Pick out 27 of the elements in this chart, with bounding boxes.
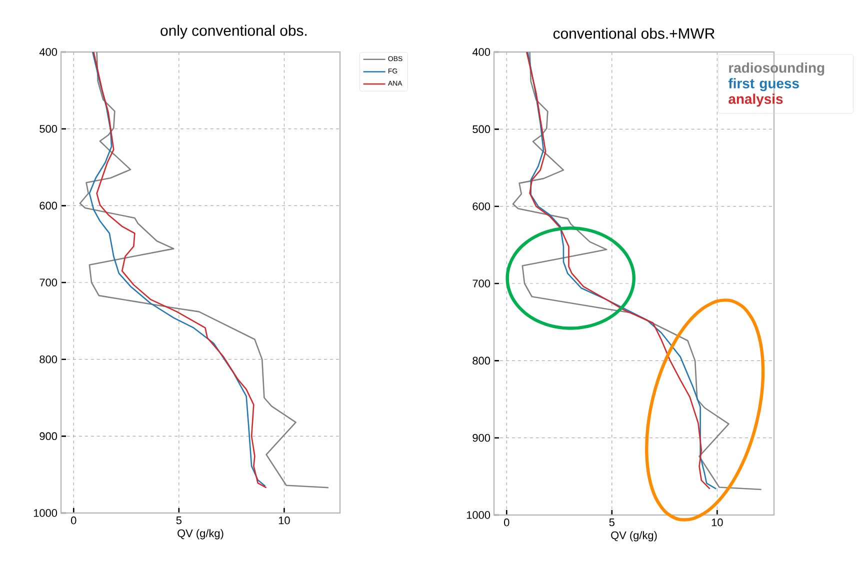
- y-tick-label: 600: [472, 202, 490, 210]
- x-tick-label: 0: [71, 516, 76, 524]
- y-tick-label: 800: [40, 355, 58, 364]
- x-tick-label: 10: [712, 518, 723, 526]
- y-tick-label: 500: [40, 124, 58, 133]
- y-tick-label: 900: [40, 432, 58, 440]
- y-tick-label: 800: [472, 356, 490, 365]
- y-tick-label: 400: [39, 48, 58, 56]
- x-tick-label: 10: [278, 516, 290, 524]
- x-tick-label: 5: [609, 518, 614, 526]
- text: analysis: [728, 94, 783, 107]
- x-tick-label: 5: [176, 516, 182, 524]
- y-tick-label: 700: [40, 278, 58, 286]
- x-axis-title: QV (g/kg): [611, 531, 657, 542]
- x-axis-title: QV (g/kg): [178, 529, 224, 540]
- y-tick-label: 500: [472, 125, 490, 134]
- y-tick-label: 600: [40, 202, 58, 210]
- y-tick-label: 900: [472, 434, 490, 442]
- line-series: [79, 51, 330, 488]
- y-tick-label: 700: [472, 280, 490, 288]
- y-tick-label: 1000: [34, 509, 58, 517]
- chart-title: only conventional obs.: [160, 24, 307, 39]
- text: first guess: [728, 78, 799, 92]
- y-tick-label: 1000: [466, 511, 490, 519]
- chart-title: conventional obs.+MWR: [553, 28, 714, 39]
- y-tick-label: 400: [472, 48, 490, 56]
- x-tick-label: 0: [504, 518, 510, 526]
